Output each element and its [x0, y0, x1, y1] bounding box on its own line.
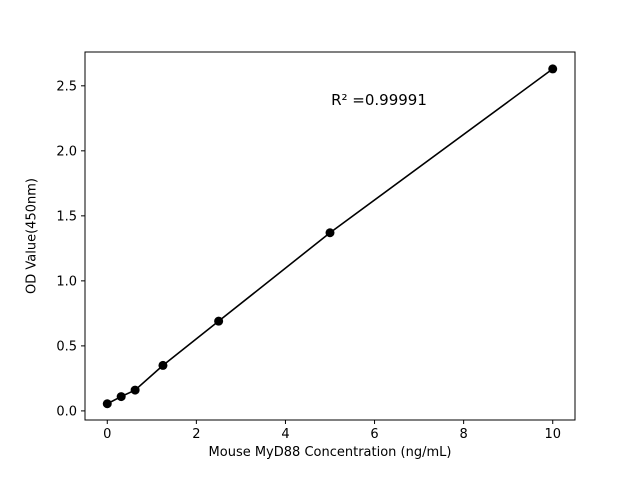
y-tick-label: 1.0	[56, 274, 77, 289]
y-tick-label: 0.0	[56, 404, 77, 419]
x-tick-label: 10	[544, 427, 561, 442]
data-point	[158, 360, 168, 370]
r-squared-annotation: R² =0.99991	[331, 91, 427, 109]
y-tick-label: 0.5	[56, 339, 77, 354]
y-tick-label: 1.5	[56, 209, 77, 224]
plot-spines	[84, 51, 576, 421]
data-point	[116, 392, 126, 402]
y-axis-label: OD Value(450nm)	[24, 178, 40, 294]
data-point	[214, 316, 224, 326]
x-tick-label: 6	[370, 427, 378, 442]
y-tick-label: 2.5	[56, 79, 77, 94]
data-point	[325, 228, 335, 238]
x-tick-label: 8	[459, 427, 467, 442]
data-point	[130, 385, 140, 395]
x-tick-label: 2	[192, 427, 200, 442]
data-point	[548, 64, 558, 74]
x-tick-label: 4	[281, 427, 289, 442]
data-point	[102, 399, 112, 409]
x-tick-label: 0	[103, 427, 111, 442]
y-tick-label: 2.0	[56, 144, 77, 159]
x-axis-label: Mouse MyD88 Concentration (ng/mL)	[208, 445, 452, 460]
